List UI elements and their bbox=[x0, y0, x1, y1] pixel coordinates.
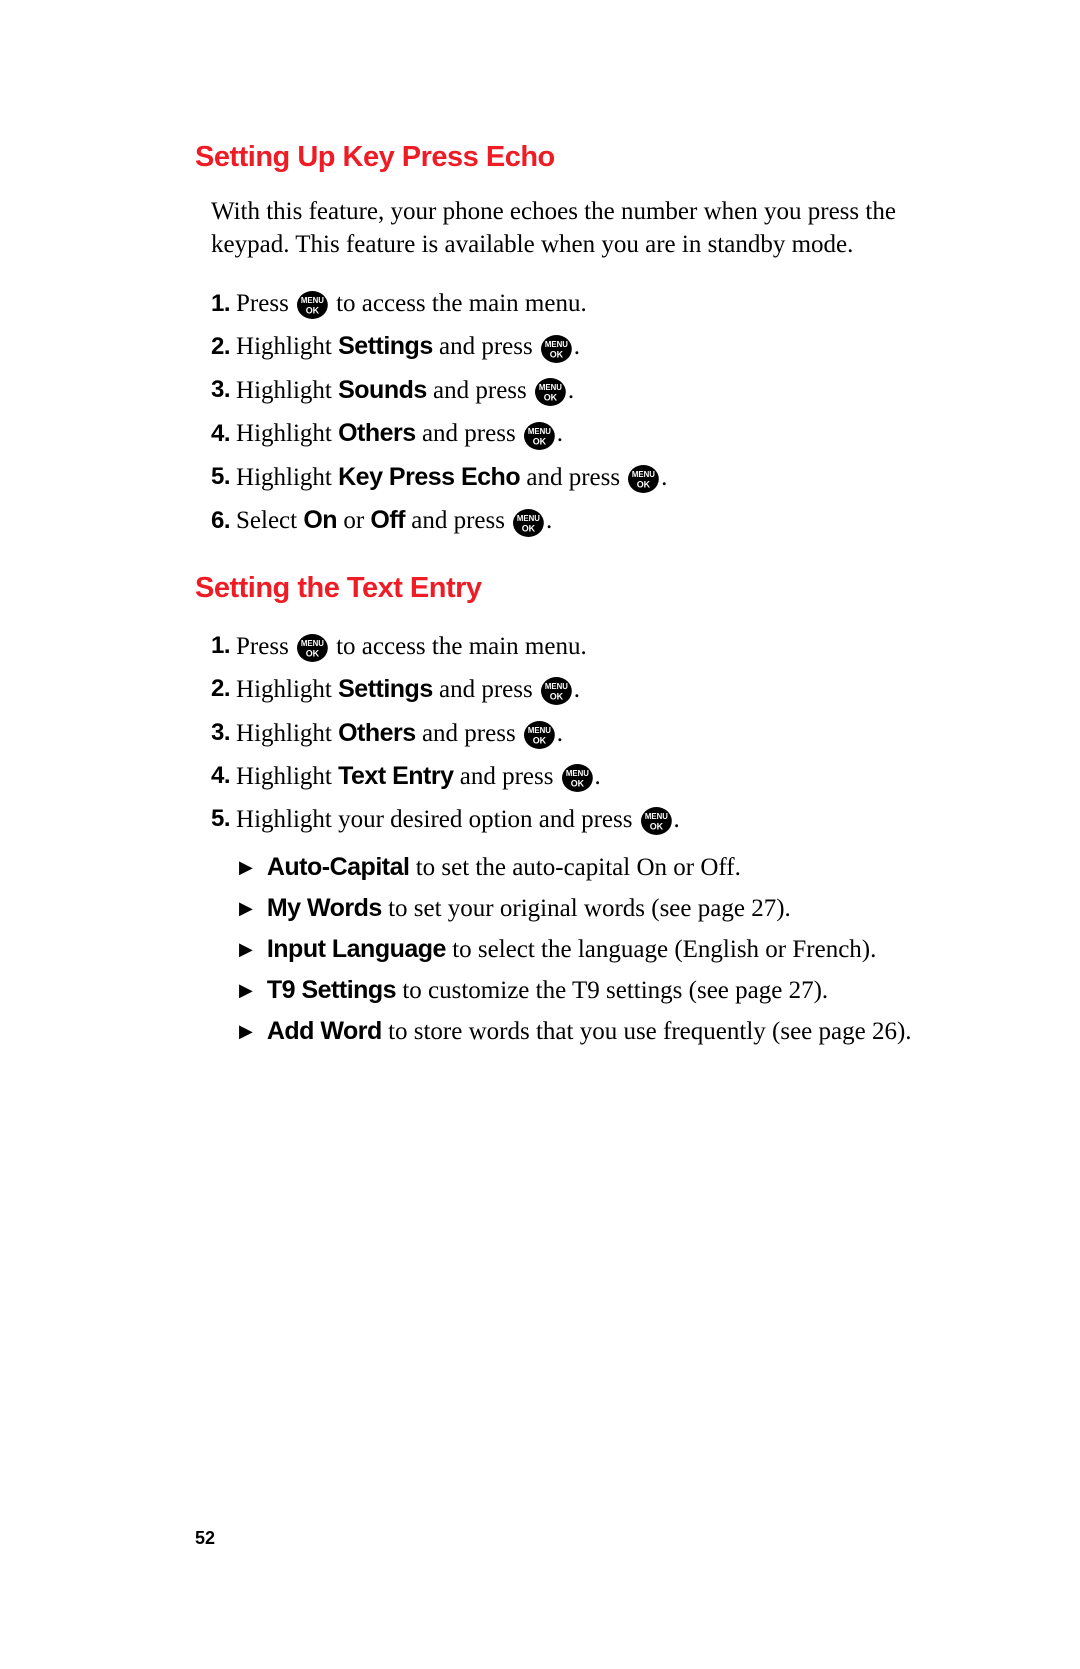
svg-text:OK: OK bbox=[570, 779, 584, 789]
triangle-bullet-icon: ▶ bbox=[239, 894, 253, 923]
step-item: 5. Highlight your desired option and pre… bbox=[211, 799, 960, 842]
step-number: 2. bbox=[211, 327, 230, 368]
svg-text:OK: OK bbox=[533, 436, 547, 446]
step-number: 5. bbox=[211, 799, 230, 840]
svg-text:OK: OK bbox=[550, 349, 564, 359]
section-1-intro: With this feature, your phone echoes the… bbox=[211, 195, 960, 261]
bullet-text: Add Word to store words that you use fre… bbox=[267, 1011, 912, 1052]
step-text: Highlight Others and press MENUOK. bbox=[236, 412, 563, 456]
step-number: 4. bbox=[211, 756, 230, 797]
section-1-steps: 1. Press MENUOK to access the main menu.… bbox=[211, 283, 960, 543]
step-item: 2. Highlight Settings and press MENUOK. bbox=[211, 668, 960, 712]
bullet-text: Auto-Capital to set the auto-capital On … bbox=[267, 847, 741, 888]
step-number: 2. bbox=[211, 669, 230, 710]
section-2-bullets: ▶ Auto-Capital to set the auto-capital O… bbox=[239, 847, 960, 1052]
svg-text:OK: OK bbox=[637, 479, 651, 489]
svg-text:OK: OK bbox=[306, 648, 320, 658]
menu-ok-icon: MENUOK bbox=[513, 509, 544, 537]
step-text: Highlight your desired option and press … bbox=[236, 799, 680, 842]
step-text: Highlight Settings and press MENUOK. bbox=[236, 668, 580, 712]
menu-ok-icon: MENUOK bbox=[562, 764, 593, 792]
svg-text:OK: OK bbox=[522, 523, 536, 533]
triangle-bullet-icon: ▶ bbox=[239, 853, 253, 882]
step-text: Press MENUOK to access the main menu. bbox=[236, 283, 587, 326]
bullet-text: Input Language to select the language (E… bbox=[267, 929, 877, 970]
step-number: 3. bbox=[211, 370, 230, 411]
step-number: 1. bbox=[211, 626, 230, 667]
svg-text:MENU: MENU bbox=[545, 339, 568, 348]
svg-text:OK: OK bbox=[533, 735, 547, 745]
menu-ok-icon: MENUOK bbox=[641, 807, 672, 835]
svg-text:OK: OK bbox=[649, 821, 663, 831]
step-item: 1. Press MENUOK to access the main menu. bbox=[211, 626, 960, 669]
section-heading-1: Setting Up Key Press Echo bbox=[195, 140, 960, 175]
step-text: Highlight Text Entry and press MENUOK. bbox=[236, 755, 601, 799]
step-text: Highlight Sounds and press MENUOK. bbox=[236, 369, 574, 413]
step-item: 3. Highlight Others and press MENUOK. bbox=[211, 712, 960, 756]
menu-ok-icon: MENUOK bbox=[628, 465, 659, 493]
svg-text:OK: OK bbox=[544, 392, 558, 402]
svg-text:OK: OK bbox=[306, 305, 320, 315]
svg-text:MENU: MENU bbox=[645, 812, 668, 821]
step-text: Select On or Off and press MENUOK. bbox=[236, 499, 552, 543]
svg-text:MENU: MENU bbox=[545, 682, 568, 691]
svg-text:MENU: MENU bbox=[301, 296, 324, 305]
step-item: 4. Highlight Text Entry and press MENUOK… bbox=[211, 755, 960, 799]
triangle-bullet-icon: ▶ bbox=[239, 976, 253, 1005]
step-text: Press MENUOK to access the main menu. bbox=[236, 626, 587, 669]
svg-text:MENU: MENU bbox=[632, 470, 655, 479]
step-text: Highlight Key Press Echo and press MENUO… bbox=[236, 456, 667, 500]
bullet-item: ▶ My Words to set your original words (s… bbox=[239, 888, 960, 929]
svg-text:OK: OK bbox=[550, 692, 564, 702]
svg-text:MENU: MENU bbox=[566, 769, 589, 778]
page-number: 52 bbox=[195, 1528, 215, 1549]
section-heading-2: Setting the Text Entry bbox=[195, 571, 960, 606]
bullet-text: T9 Settings to customize the T9 settings… bbox=[267, 970, 828, 1011]
svg-text:MENU: MENU bbox=[301, 639, 324, 648]
bullet-item: ▶ Add Word to store words that you use f… bbox=[239, 1011, 960, 1052]
menu-ok-icon: MENUOK bbox=[297, 634, 328, 662]
manual-page: Setting Up Key Press Echo With this feat… bbox=[0, 0, 1080, 1669]
menu-ok-icon: MENUOK bbox=[541, 677, 572, 705]
step-item: 6. Select On or Off and press MENUOK. bbox=[211, 499, 960, 543]
svg-text:MENU: MENU bbox=[517, 513, 540, 522]
step-item: 4. Highlight Others and press MENUOK. bbox=[211, 412, 960, 456]
bullet-text: My Words to set your original words (see… bbox=[267, 888, 791, 929]
menu-ok-icon: MENUOK bbox=[541, 335, 572, 363]
step-text: Highlight Others and press MENUOK. bbox=[236, 712, 563, 756]
step-number: 6. bbox=[211, 501, 230, 542]
step-item: 1. Press MENUOK to access the main menu. bbox=[211, 283, 960, 326]
menu-ok-icon: MENUOK bbox=[535, 378, 566, 406]
bullet-item: ▶ T9 Settings to customize the T9 settin… bbox=[239, 970, 960, 1011]
menu-ok-icon: MENUOK bbox=[524, 721, 555, 749]
svg-text:MENU: MENU bbox=[528, 726, 551, 735]
menu-ok-icon: MENUOK bbox=[297, 291, 328, 319]
step-number: 4. bbox=[211, 414, 230, 455]
svg-text:MENU: MENU bbox=[528, 426, 551, 435]
menu-ok-icon: MENUOK bbox=[524, 422, 555, 450]
bullet-item: ▶ Input Language to select the language … bbox=[239, 929, 960, 970]
step-text: Highlight Settings and press MENUOK. bbox=[236, 325, 580, 369]
step-item: 5. Highlight Key Press Echo and press ME… bbox=[211, 456, 960, 500]
triangle-bullet-icon: ▶ bbox=[239, 1017, 253, 1046]
step-item: 3. Highlight Sounds and press MENUOK. bbox=[211, 369, 960, 413]
step-number: 3. bbox=[211, 713, 230, 754]
step-item: 2. Highlight Settings and press MENUOK. bbox=[211, 325, 960, 369]
triangle-bullet-icon: ▶ bbox=[239, 935, 253, 964]
section-2-steps: 1. Press MENUOK to access the main menu.… bbox=[211, 626, 960, 1053]
svg-text:MENU: MENU bbox=[539, 383, 562, 392]
step-number: 5. bbox=[211, 457, 230, 498]
bullet-item: ▶ Auto-Capital to set the auto-capital O… bbox=[239, 847, 960, 888]
step-number: 1. bbox=[211, 284, 230, 325]
